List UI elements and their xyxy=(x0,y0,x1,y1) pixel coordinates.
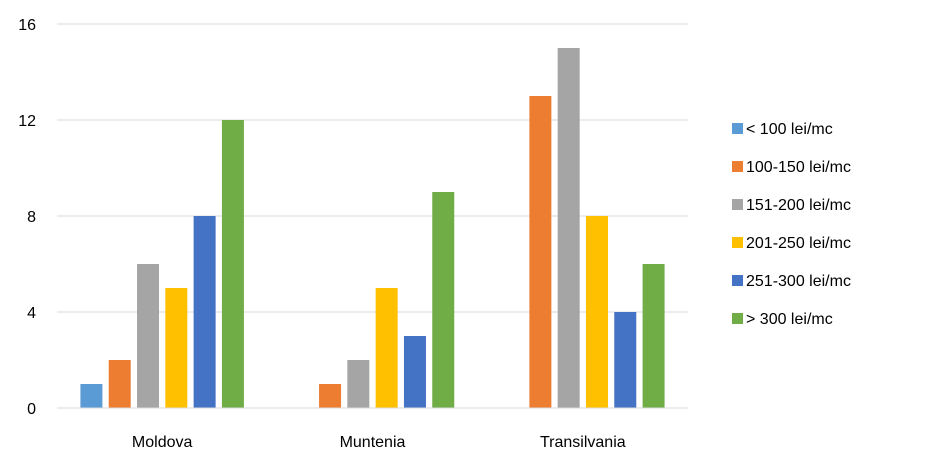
legend-item: 151-200 lei/mc xyxy=(732,197,851,214)
legend-swatch xyxy=(732,199,743,210)
bar xyxy=(319,384,342,408)
bar xyxy=(432,192,455,408)
x-tick-label: Muntenia xyxy=(340,434,406,449)
bar xyxy=(642,264,665,408)
legend-swatch xyxy=(732,161,743,172)
legend-label: < 100 lei/mc xyxy=(746,121,833,138)
bar xyxy=(375,288,398,408)
bar xyxy=(108,360,131,408)
legend-label: 201-250 lei/mc xyxy=(746,235,851,252)
bar xyxy=(80,384,103,408)
bar xyxy=(557,48,580,408)
legend-label: > 300 lei/mc xyxy=(746,311,833,328)
legend-label: 251-300 lei/mc xyxy=(746,273,851,290)
bar xyxy=(165,288,188,408)
legend-item: 251-300 lei/mc xyxy=(732,273,851,290)
legend-item: 201-250 lei/mc xyxy=(732,235,851,252)
bar xyxy=(347,360,370,408)
bar xyxy=(193,216,216,408)
bar xyxy=(403,336,426,408)
y-tick-label: 12 xyxy=(18,113,36,130)
bars xyxy=(80,48,665,408)
legend-item: > 300 lei/mc xyxy=(732,311,833,328)
legend-swatch xyxy=(732,123,743,134)
legend-swatch xyxy=(732,275,743,286)
bar xyxy=(614,312,637,408)
y-tick-label: 8 xyxy=(27,209,36,226)
legend-item: 100-150 lei/mc xyxy=(732,159,851,176)
legend-label: 100-150 lei/mc xyxy=(746,159,851,176)
bar xyxy=(137,264,160,408)
legend-label: 151-200 lei/mc xyxy=(746,197,851,214)
y-tick-label: 4 xyxy=(27,305,36,322)
legend-swatch xyxy=(732,313,743,324)
bar xyxy=(585,216,608,408)
x-tick-label: Moldova xyxy=(132,434,193,449)
bar xyxy=(529,96,552,408)
gridlines xyxy=(57,23,688,313)
axes: 0 4 8 12 16 Moldova Muntenia Transilvania xyxy=(18,17,688,449)
legend: < 100 lei/mc 100-150 lei/mc 151-200 lei/mc… xyxy=(732,121,851,328)
bar xyxy=(221,120,244,408)
legend-swatch xyxy=(732,237,743,248)
y-tick-label: 0 xyxy=(27,401,36,418)
legend-item: < 100 lei/mc xyxy=(732,121,833,138)
y-tick-label: 16 xyxy=(18,17,36,34)
x-tick-label: Transilvania xyxy=(540,434,626,449)
